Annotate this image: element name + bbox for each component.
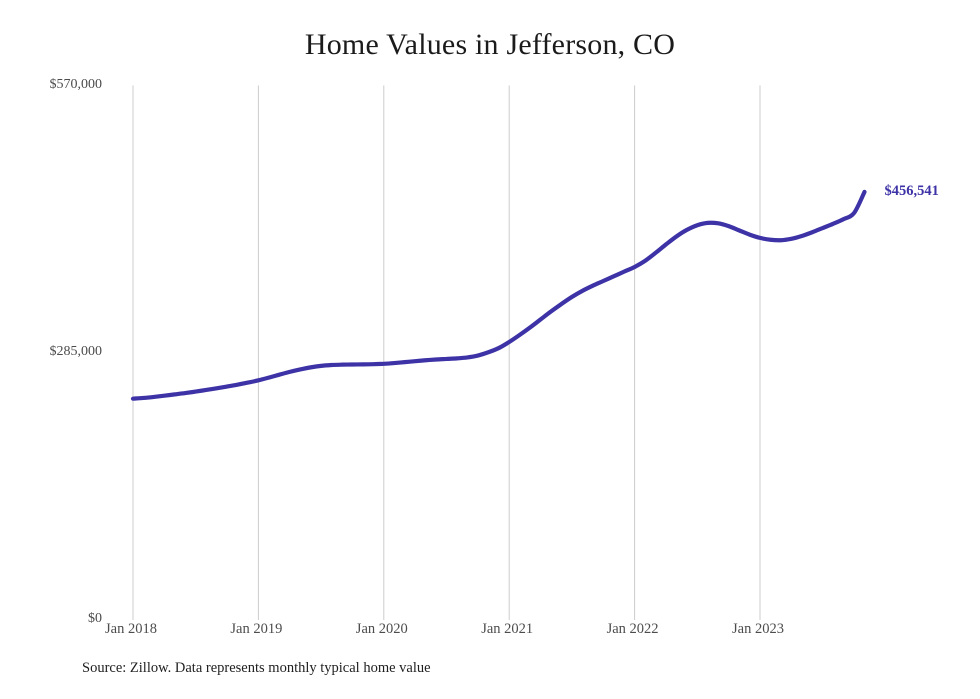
- x-axis-tick-jan-2021: Jan 2021: [481, 621, 534, 637]
- x-axis-tick-jan-2020: Jan 2020: [355, 621, 408, 637]
- x-axis-tick-jan-2018: Jan 2018: [105, 621, 157, 637]
- value-line-series: [130, 189, 867, 401]
- gridlines-group: [132, 85, 761, 620]
- x-axis-tick-jan-2022: Jan 2022: [606, 621, 659, 637]
- x-axis-tick-jan-2023: Jan 2023: [732, 621, 784, 637]
- y-axis-tick-570000: $570,000: [49, 76, 103, 92]
- y-axis-tick-285000: $285,000: [49, 343, 103, 359]
- chart-title: Home Values in Jefferson, CO: [304, 28, 676, 61]
- source-note: Source: Zillow. Data represents monthly …: [82, 660, 431, 676]
- x-axis-tick-jan-2019: Jan 2019: [230, 621, 283, 637]
- y-axis-tick-0: $0: [88, 611, 102, 626]
- end-value-annotation: $456,541: [884, 182, 939, 199]
